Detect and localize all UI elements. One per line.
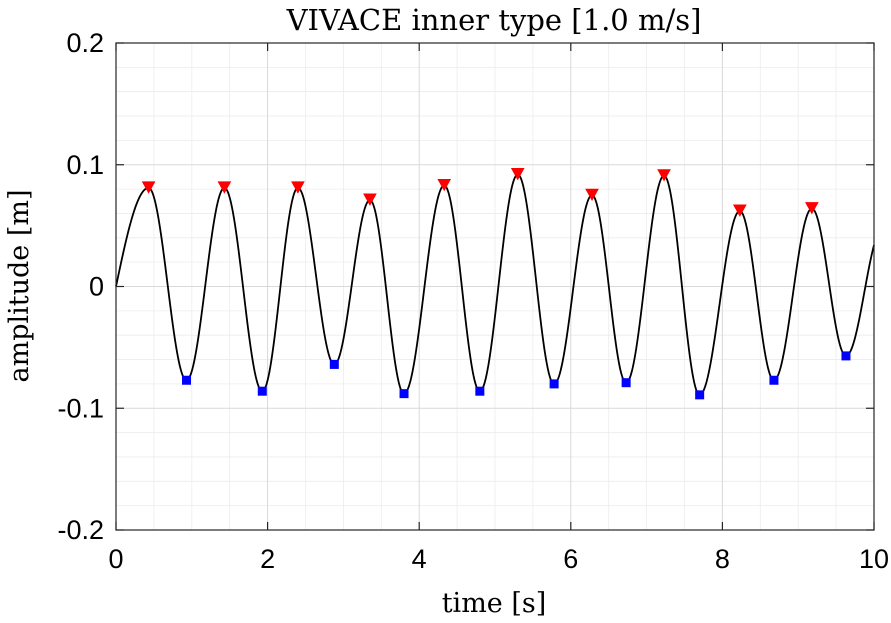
peak-marker <box>804 202 819 215</box>
peak-marker <box>657 169 671 182</box>
trough-marker <box>257 386 267 396</box>
x-axis-tick-labels: 0 2 4 6 8 10 <box>108 544 889 574</box>
trough-marker <box>549 379 559 389</box>
peak-marker <box>585 188 599 202</box>
x-tick-label: 2 <box>260 544 275 574</box>
x-tick-label: 0 <box>108 544 123 574</box>
peak-marker <box>217 181 232 194</box>
peak-marker <box>437 178 452 192</box>
y-tick-label: 0.1 <box>66 150 104 180</box>
peak-marker <box>141 181 156 194</box>
chart-title: VIVACE inner type [1.0 m/s] <box>286 3 702 37</box>
trough-marker <box>475 386 485 396</box>
trough-marker <box>181 375 191 385</box>
x-axis-label: time [s] <box>442 588 547 619</box>
axis-ticks <box>115 42 875 531</box>
y-axis-tick-labels: 0.2 0.1 0 -0.1 -0.2 <box>57 28 104 545</box>
series-line-amplitude <box>115 173 875 396</box>
x-tick-label: 10 <box>859 544 889 574</box>
trough-markers <box>181 351 851 400</box>
y-tick-label: 0 <box>89 272 104 302</box>
peak-markers <box>141 167 819 217</box>
y-tick-label: -0.2 <box>57 515 104 545</box>
trough-marker <box>841 351 851 361</box>
x-tick-label: 6 <box>563 544 578 574</box>
peak-marker <box>510 167 525 181</box>
trough-marker <box>695 390 705 400</box>
x-tick-label: 4 <box>412 544 427 574</box>
peak-marker <box>732 204 747 217</box>
y-tick-label: 0.2 <box>66 28 104 58</box>
trough-marker <box>329 359 339 369</box>
y-tick-label: -0.1 <box>57 393 104 423</box>
y-axis-label: amplitude [m] <box>4 189 35 382</box>
trough-marker <box>399 389 409 399</box>
trough-marker <box>621 378 631 388</box>
trough-marker <box>769 375 779 385</box>
x-tick-label: 8 <box>715 544 730 574</box>
peak-marker <box>363 193 377 206</box>
peak-marker <box>291 181 305 194</box>
